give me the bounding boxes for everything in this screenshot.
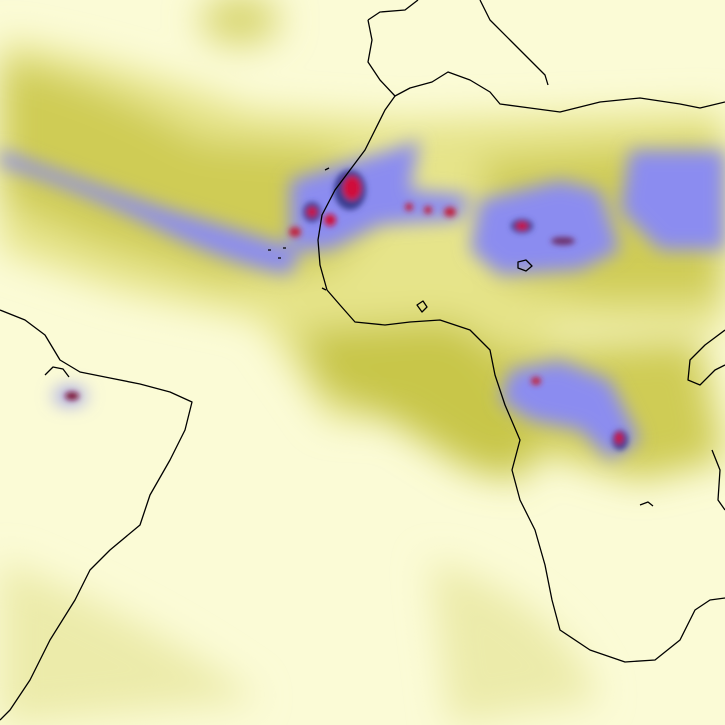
intense-cores	[65, 170, 628, 450]
island-lake	[517, 259, 533, 272]
coastline-europe	[367, 19, 725, 113]
island-canaries	[268, 167, 330, 291]
coastline-italy	[479, 0, 549, 86]
coastline-east-africa	[687, 329, 725, 386]
island-bioko	[416, 300, 428, 313]
coastline-africa	[317, 95, 725, 663]
island-amazon	[44, 366, 70, 378]
island-comoros	[639, 501, 654, 507]
coastline-south-america	[0, 309, 193, 721]
coastline-iberia-north	[367, 0, 419, 21]
coastline-madagascar	[711, 449, 725, 511]
